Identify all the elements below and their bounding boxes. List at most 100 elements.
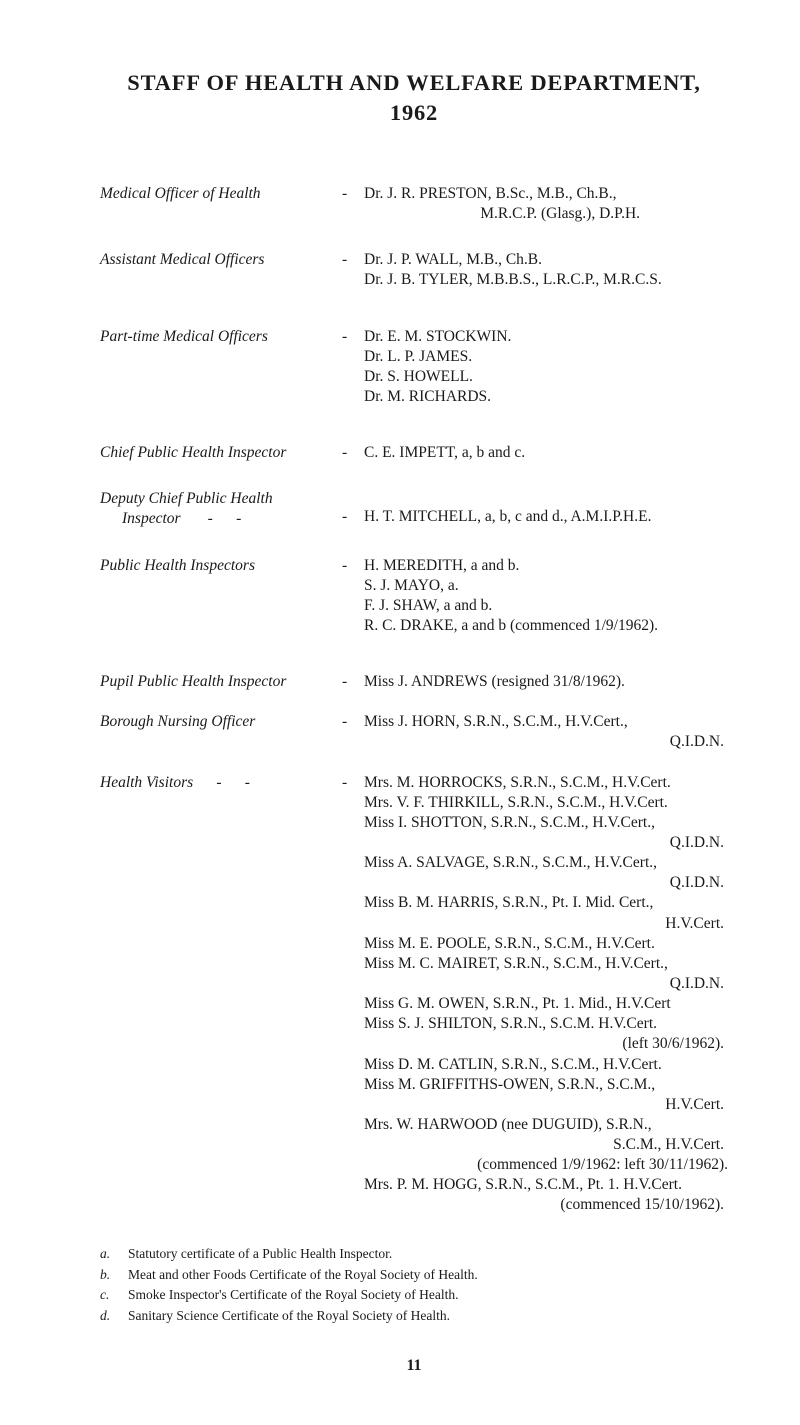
footnote-key: a. [100, 1244, 128, 1265]
title-line-2: 1962 [100, 100, 728, 126]
value-line: Miss J. HORN, S.R.N., S.C.M., H.V.Cert., [364, 712, 728, 732]
dash-col: - [342, 672, 364, 692]
value-col: Dr. J. P. WALL, M.B., Ch.B. Dr. J. B. TY… [364, 250, 728, 290]
footnote-key: d. [100, 1306, 128, 1327]
dash-col: - [342, 489, 364, 527]
dash-col: - [342, 712, 364, 732]
value-line: Miss M. E. POOLE, S.R.N., S.C.M., H.V.Ce… [364, 934, 728, 954]
entry-pupil-phi: Pupil Public Health Inspector - Miss J. … [100, 672, 728, 692]
value-line: Dr. S. HOWELL. [364, 367, 728, 387]
value-col: Miss J. ANDREWS (resigned 31/8/1962). [364, 672, 728, 692]
value-col: H. MEREDITH, a and b. S. J. MAYO, a. F. … [364, 556, 728, 637]
value-line: Dr. J. P. WALL, M.B., Ch.B. [364, 250, 728, 270]
role-label: Borough Nursing Officer [100, 713, 255, 730]
entry-public-health-inspectors: Public Health Inspectors - H. MEREDITH, … [100, 556, 728, 637]
entry-part-time-medical-officers: Part-time Medical Officers - Dr. E. M. S… [100, 327, 728, 408]
dash-col: - [342, 184, 364, 204]
footnotes: a. Statutory certificate of a Public Hea… [100, 1244, 728, 1328]
entry-borough-nursing-officer: Borough Nursing Officer - Miss J. HORN, … [100, 712, 728, 752]
value-line: Miss M. GRIFFITHS-OWEN, S.R.N., S.C.M., [364, 1075, 728, 1095]
value-line: Mrs. V. F. THIRKILL, S.R.N., S.C.M., H.V… [364, 793, 728, 813]
role-label: Health Visitors - - [100, 774, 250, 791]
role-label: Public Health Inspectors [100, 557, 255, 574]
value-line: Miss I. SHOTTON, S.R.N., S.C.M., H.V.Cer… [364, 813, 728, 833]
value-line: Dr. E. M. STOCKWIN. [364, 327, 728, 347]
role-label: Part-time Medical Officers [100, 328, 268, 345]
label-col: Medical Officer of Health [100, 184, 342, 204]
footnote-text: Statutory certificate of a Public Health… [128, 1244, 728, 1265]
role-label: Medical Officer of Health [100, 185, 261, 202]
footnote-d: d. Sanitary Science Certificate of the R… [100, 1306, 728, 1327]
page-number: 11 [100, 1357, 728, 1375]
value-line: Dr. J. R. PRESTON, B.Sc., M.B., Ch.B., [364, 184, 728, 204]
footnote-text: Sanitary Science Certificate of the Roya… [128, 1306, 728, 1327]
entry-chief-phi: Chief Public Health Inspector - C. E. IM… [100, 443, 728, 463]
value-col: Miss J. HORN, S.R.N., S.C.M., H.V.Cert.,… [364, 712, 728, 752]
value-line: R. C. DRAKE, a and b (commenced 1/9/1962… [364, 616, 728, 636]
value-line: Miss D. M. CATLIN, S.R.N., S.C.M., H.V.C… [364, 1055, 728, 1075]
footnote-c: c. Smoke Inspector's Certificate of the … [100, 1285, 728, 1306]
entry-assistant-medical-officers: Assistant Medical Officers - Dr. J. P. W… [100, 250, 728, 290]
hvcert-tail: H.V.Cert. [364, 1095, 728, 1115]
role-label-sub: Inspector - - [100, 509, 336, 529]
dash-col: - [342, 773, 364, 793]
label-col: Pupil Public Health Inspector [100, 672, 342, 692]
value-line: Miss G. M. OWEN, S.R.N., Pt. 1. Mid., H.… [364, 994, 728, 1014]
value-col: H. T. MITCHELL, a, b, c and d., A.M.I.P.… [364, 489, 728, 527]
label-col: Public Health Inspectors [100, 556, 342, 576]
label-col: Part-time Medical Officers [100, 327, 342, 347]
value-line: C. E. IMPETT, a, b and c. [364, 443, 728, 463]
value-line: Miss A. SALVAGE, S.R.N., S.C.M., H.V.Cer… [364, 853, 728, 873]
value-col: Dr. E. M. STOCKWIN. Dr. L. P. JAMES. Dr.… [364, 327, 728, 408]
label-col: Deputy Chief Public Health Inspector - - [100, 489, 342, 529]
value-line: H. MEREDITH, a and b. [364, 556, 728, 576]
title-line-1: STAFF OF HEALTH AND WELFARE DEPARTMENT, [100, 70, 728, 96]
left-date-tail: (left 30/6/1962). [364, 1034, 728, 1054]
value-line: M.R.C.P. (Glasg.), D.P.H. [364, 204, 728, 224]
role-label: Chief Public Health Inspector [100, 444, 286, 461]
value-line: Miss S. J. SHILTON, S.R.N., S.C.M. H.V.C… [364, 1014, 728, 1034]
footnote-text: Smoke Inspector's Certificate of the Roy… [128, 1285, 728, 1306]
value-line: Mrs. P. M. HOGG, S.R.N., S.C.M., Pt. 1. … [364, 1175, 728, 1195]
title-block: STAFF OF HEALTH AND WELFARE DEPARTMENT, … [100, 70, 728, 126]
label-col: Health Visitors - - [100, 773, 342, 793]
dash-col: - [342, 443, 364, 463]
value-line: F. J. SHAW, a and b. [364, 596, 728, 616]
value-line: Miss B. M. HARRIS, S.R.N., Pt. I. Mid. C… [364, 893, 728, 913]
qidn-tail: Q.I.D.N. [364, 873, 728, 893]
scm-hvcert-tail: S.C.M., H.V.Cert. [364, 1135, 728, 1155]
entry-health-visitors: Health Visitors - - - Mrs. M. HORROCKS, … [100, 773, 728, 1216]
value-col: Dr. J. R. PRESTON, B.Sc., M.B., Ch.B., M… [364, 184, 728, 224]
qidn-tail: Q.I.D.N. [364, 974, 728, 994]
value-line: Mrs. W. HARWOOD (nee DUGUID), S.R.N., [364, 1115, 728, 1135]
commenced-tail: (commenced 15/10/1962). [364, 1195, 728, 1215]
page-root: STAFF OF HEALTH AND WELFARE DEPARTMENT, … [0, 0, 800, 1425]
value-line: Miss J. ANDREWS (resigned 31/8/1962). [364, 672, 728, 692]
entry-deputy-chief-phi: Deputy Chief Public Health Inspector - -… [100, 489, 728, 529]
dash-col: - [342, 250, 364, 270]
role-label: Deputy Chief Public Health [100, 489, 336, 509]
qidn-tail: Q.I.D.N. [364, 732, 728, 752]
footnote-key: b. [100, 1265, 128, 1286]
value-line: Miss M. C. MAIRET, S.R.N., S.C.M., H.V.C… [364, 954, 728, 974]
value-line: Dr. M. RICHARDS. [364, 387, 728, 407]
footnote-key: c. [100, 1285, 128, 1306]
label-col: Chief Public Health Inspector [100, 443, 342, 463]
dash-col: - [342, 556, 364, 576]
entry-medical-officer: Medical Officer of Health - Dr. J. R. PR… [100, 184, 728, 224]
hvcert-tail: H.V.Cert. [364, 914, 728, 934]
footnote-b: b. Meat and other Foods Certificate of t… [100, 1265, 728, 1286]
value-col: Mrs. M. HORROCKS, S.R.N., S.C.M., H.V.Ce… [364, 773, 728, 1216]
value-line: (commenced 1/9/1962: left 30/11/1962). [364, 1155, 728, 1175]
label-col: Borough Nursing Officer [100, 712, 342, 732]
value-col: C. E. IMPETT, a, b and c. [364, 443, 728, 463]
role-label: Assistant Medical Officers [100, 251, 264, 268]
footnote-text: Meat and other Foods Certificate of the … [128, 1265, 728, 1286]
value-line: Dr. L. P. JAMES. [364, 347, 728, 367]
label-col: Assistant Medical Officers [100, 250, 342, 270]
value-line: Dr. J. B. TYLER, M.B.B.S., L.R.C.P., M.R… [364, 270, 728, 290]
footnote-a: a. Statutory certificate of a Public Hea… [100, 1244, 728, 1265]
value-line: Mrs. M. HORROCKS, S.R.N., S.C.M., H.V.Ce… [364, 773, 728, 793]
role-label: Pupil Public Health Inspector [100, 673, 286, 690]
value-line: H. T. MITCHELL, a, b, c and d., A.M.I.P.… [364, 507, 728, 527]
